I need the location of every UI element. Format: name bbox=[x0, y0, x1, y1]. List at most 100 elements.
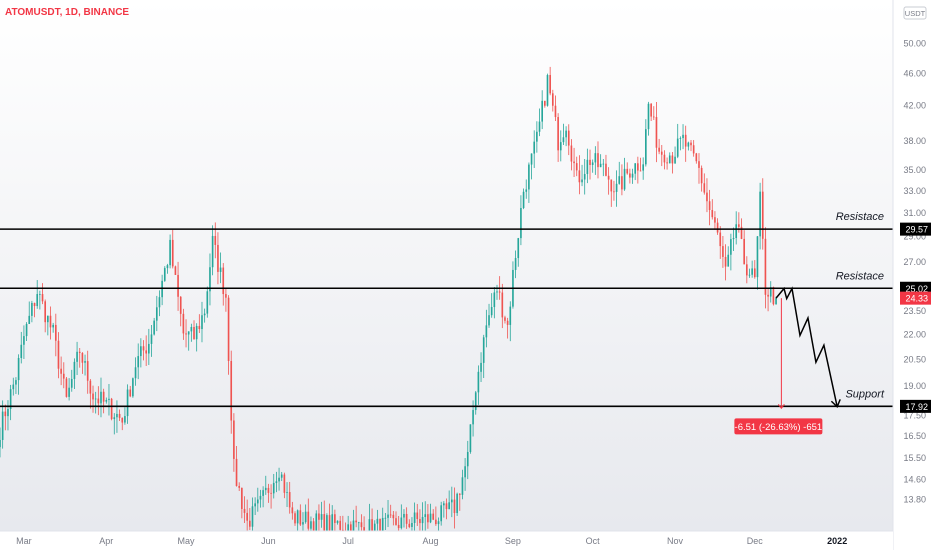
candle bbox=[416, 503, 419, 526]
candle bbox=[565, 126, 567, 147]
price-tick-label: 14.60 bbox=[903, 474, 926, 484]
candle bbox=[395, 511, 397, 526]
candle bbox=[708, 189, 711, 226]
candle bbox=[355, 505, 357, 528]
svg-text:-6.51 (-26.63%) -651: -6.51 (-26.63%) -651 bbox=[735, 422, 823, 433]
time-tick-label: Nov bbox=[667, 536, 684, 546]
candle bbox=[235, 445, 238, 487]
price-tick-label: 38.00 bbox=[903, 136, 926, 146]
time-axis-background[interactable] bbox=[0, 531, 893, 550]
candle bbox=[458, 493, 461, 511]
candle bbox=[528, 162, 530, 203]
time-tick-label: Jul bbox=[342, 536, 354, 546]
candle bbox=[488, 303, 490, 328]
candle bbox=[110, 397, 113, 421]
candle bbox=[336, 520, 339, 525]
candle bbox=[427, 504, 429, 529]
candle bbox=[700, 165, 703, 192]
candle bbox=[302, 512, 304, 532]
candle bbox=[756, 235, 759, 290]
candle bbox=[567, 124, 570, 156]
candle bbox=[676, 123, 679, 159]
price-tick-label: 46.00 bbox=[903, 68, 926, 78]
candle bbox=[405, 507, 408, 529]
candle bbox=[54, 313, 57, 357]
candle bbox=[456, 492, 458, 516]
candle bbox=[703, 173, 706, 195]
currency-button[interactable]: USDT bbox=[903, 6, 927, 20]
price-axis-background[interactable] bbox=[893, 0, 932, 550]
candle bbox=[193, 320, 195, 340]
candle bbox=[517, 237, 520, 267]
candle bbox=[557, 113, 559, 162]
candle bbox=[105, 397, 108, 404]
candle bbox=[674, 146, 676, 164]
candle bbox=[299, 504, 302, 526]
candle bbox=[310, 516, 312, 531]
candle bbox=[764, 227, 767, 309]
candle bbox=[304, 504, 307, 524]
candle bbox=[541, 90, 544, 130]
candle bbox=[692, 140, 695, 157]
candle bbox=[31, 300, 33, 323]
candle bbox=[440, 501, 443, 526]
candle bbox=[113, 413, 116, 435]
candle bbox=[578, 155, 581, 195]
candle bbox=[450, 486, 453, 518]
candle bbox=[70, 369, 73, 392]
time-tick-label: Jun bbox=[261, 536, 276, 546]
candle bbox=[530, 153, 533, 180]
candle bbox=[241, 487, 243, 519]
candle bbox=[453, 487, 456, 529]
candle bbox=[137, 343, 140, 380]
candle bbox=[209, 253, 211, 306]
candle bbox=[477, 365, 480, 405]
candle bbox=[12, 377, 15, 396]
price-tick-label: 20.50 bbox=[903, 354, 926, 364]
candle bbox=[211, 225, 214, 276]
level-label: Resistace bbox=[836, 270, 884, 282]
candle bbox=[634, 163, 637, 181]
candle bbox=[15, 377, 17, 395]
candle bbox=[443, 501, 445, 518]
candle bbox=[469, 424, 472, 454]
candle bbox=[658, 138, 660, 155]
candle bbox=[746, 256, 748, 284]
price-tick-label: 13.80 bbox=[903, 494, 926, 504]
level-label: Resistace bbox=[836, 211, 884, 223]
candle bbox=[695, 152, 698, 164]
candle bbox=[610, 179, 613, 207]
candle bbox=[100, 377, 102, 418]
candle bbox=[480, 352, 482, 383]
candle bbox=[647, 101, 650, 136]
candle bbox=[307, 498, 310, 534]
price-tick-label: 19.00 bbox=[903, 381, 926, 391]
candle bbox=[219, 252, 222, 284]
candle bbox=[206, 286, 209, 318]
candle bbox=[187, 331, 190, 351]
candle bbox=[36, 280, 39, 309]
candle bbox=[275, 471, 278, 493]
time-tick-label: Aug bbox=[423, 536, 439, 546]
candle bbox=[501, 283, 504, 329]
time-tick-label: May bbox=[178, 536, 196, 546]
candle bbox=[174, 265, 177, 275]
candle bbox=[249, 507, 251, 531]
candle bbox=[179, 296, 182, 327]
price-tick-label: 50.00 bbox=[903, 39, 926, 49]
candle bbox=[256, 487, 259, 512]
candle bbox=[291, 501, 294, 520]
candle bbox=[650, 103, 652, 122]
candle bbox=[280, 471, 283, 482]
candle bbox=[9, 384, 12, 421]
candle bbox=[132, 377, 134, 398]
candle bbox=[559, 130, 562, 162]
candle bbox=[474, 390, 477, 415]
candle bbox=[682, 124, 684, 150]
candle bbox=[267, 483, 270, 503]
candle bbox=[599, 154, 602, 168]
candle bbox=[671, 152, 674, 174]
candle bbox=[217, 232, 219, 285]
